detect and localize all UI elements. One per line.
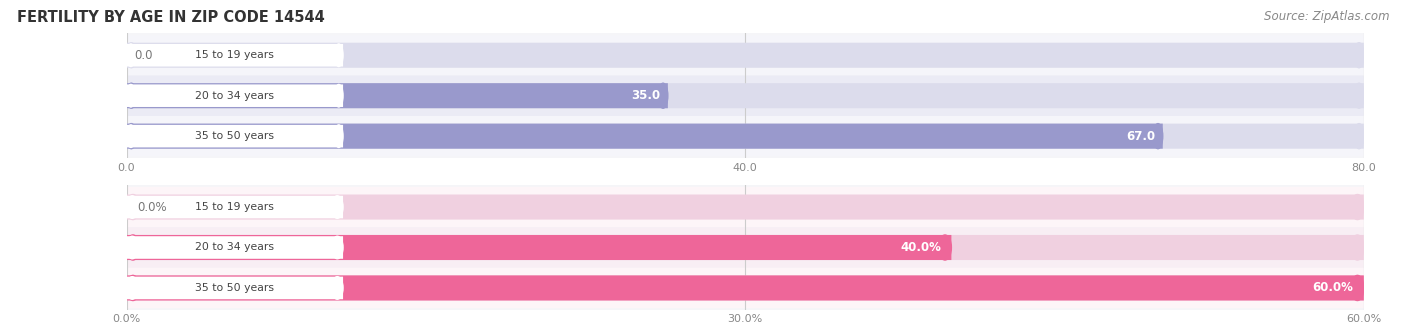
Circle shape (1351, 276, 1364, 301)
FancyBboxPatch shape (127, 276, 1364, 301)
Circle shape (332, 196, 343, 218)
FancyBboxPatch shape (127, 187, 1364, 227)
Circle shape (335, 84, 343, 107)
Circle shape (127, 43, 136, 68)
Circle shape (127, 194, 139, 219)
FancyBboxPatch shape (127, 125, 343, 148)
Text: 20 to 34 years: 20 to 34 years (195, 243, 274, 252)
Text: 0.0: 0.0 (135, 49, 153, 62)
Circle shape (127, 196, 138, 218)
Circle shape (335, 44, 343, 67)
Circle shape (127, 83, 136, 108)
FancyBboxPatch shape (127, 277, 343, 299)
FancyBboxPatch shape (127, 235, 1364, 260)
FancyBboxPatch shape (127, 227, 1364, 268)
Text: 15 to 19 years: 15 to 19 years (195, 50, 274, 60)
Text: 35 to 50 years: 35 to 50 years (195, 131, 274, 141)
Text: 67.0: 67.0 (1126, 130, 1156, 143)
Circle shape (1354, 124, 1364, 149)
Circle shape (127, 235, 139, 260)
Circle shape (127, 44, 135, 67)
FancyBboxPatch shape (127, 194, 1364, 219)
FancyBboxPatch shape (127, 124, 1163, 149)
Circle shape (1153, 124, 1163, 149)
FancyBboxPatch shape (127, 84, 343, 107)
Circle shape (127, 276, 139, 301)
Circle shape (1351, 194, 1364, 219)
Text: 20 to 34 years: 20 to 34 years (195, 91, 274, 101)
Circle shape (1354, 83, 1364, 108)
Circle shape (127, 124, 136, 149)
FancyBboxPatch shape (127, 35, 1364, 76)
Circle shape (1354, 43, 1364, 68)
Circle shape (127, 277, 138, 299)
Circle shape (939, 235, 952, 260)
Text: FERTILITY BY AGE IN ZIP CODE 14544: FERTILITY BY AGE IN ZIP CODE 14544 (17, 10, 325, 25)
Circle shape (658, 83, 668, 108)
FancyBboxPatch shape (127, 124, 1364, 149)
FancyBboxPatch shape (127, 196, 343, 218)
FancyBboxPatch shape (127, 76, 1364, 116)
Circle shape (332, 236, 343, 259)
FancyBboxPatch shape (127, 43, 1364, 68)
Circle shape (335, 125, 343, 148)
Text: 15 to 19 years: 15 to 19 years (195, 202, 274, 212)
Circle shape (127, 236, 138, 259)
Circle shape (127, 125, 135, 148)
Circle shape (127, 83, 136, 108)
FancyBboxPatch shape (127, 276, 1364, 301)
Circle shape (332, 277, 343, 299)
Text: 35.0: 35.0 (631, 89, 661, 102)
Circle shape (1351, 276, 1364, 301)
FancyBboxPatch shape (127, 116, 1364, 156)
Circle shape (1351, 235, 1364, 260)
FancyBboxPatch shape (127, 83, 668, 108)
FancyBboxPatch shape (127, 268, 1364, 308)
Text: 40.0%: 40.0% (900, 241, 941, 254)
FancyBboxPatch shape (127, 44, 343, 67)
Text: 0.0%: 0.0% (136, 201, 166, 214)
Circle shape (127, 84, 135, 107)
Circle shape (127, 124, 136, 149)
FancyBboxPatch shape (127, 83, 1364, 108)
Text: 35 to 50 years: 35 to 50 years (195, 283, 274, 293)
Text: Source: ZipAtlas.com: Source: ZipAtlas.com (1264, 10, 1389, 23)
Text: 60.0%: 60.0% (1313, 281, 1354, 294)
Circle shape (127, 276, 139, 301)
FancyBboxPatch shape (127, 235, 952, 260)
FancyBboxPatch shape (127, 236, 343, 259)
Circle shape (127, 235, 139, 260)
